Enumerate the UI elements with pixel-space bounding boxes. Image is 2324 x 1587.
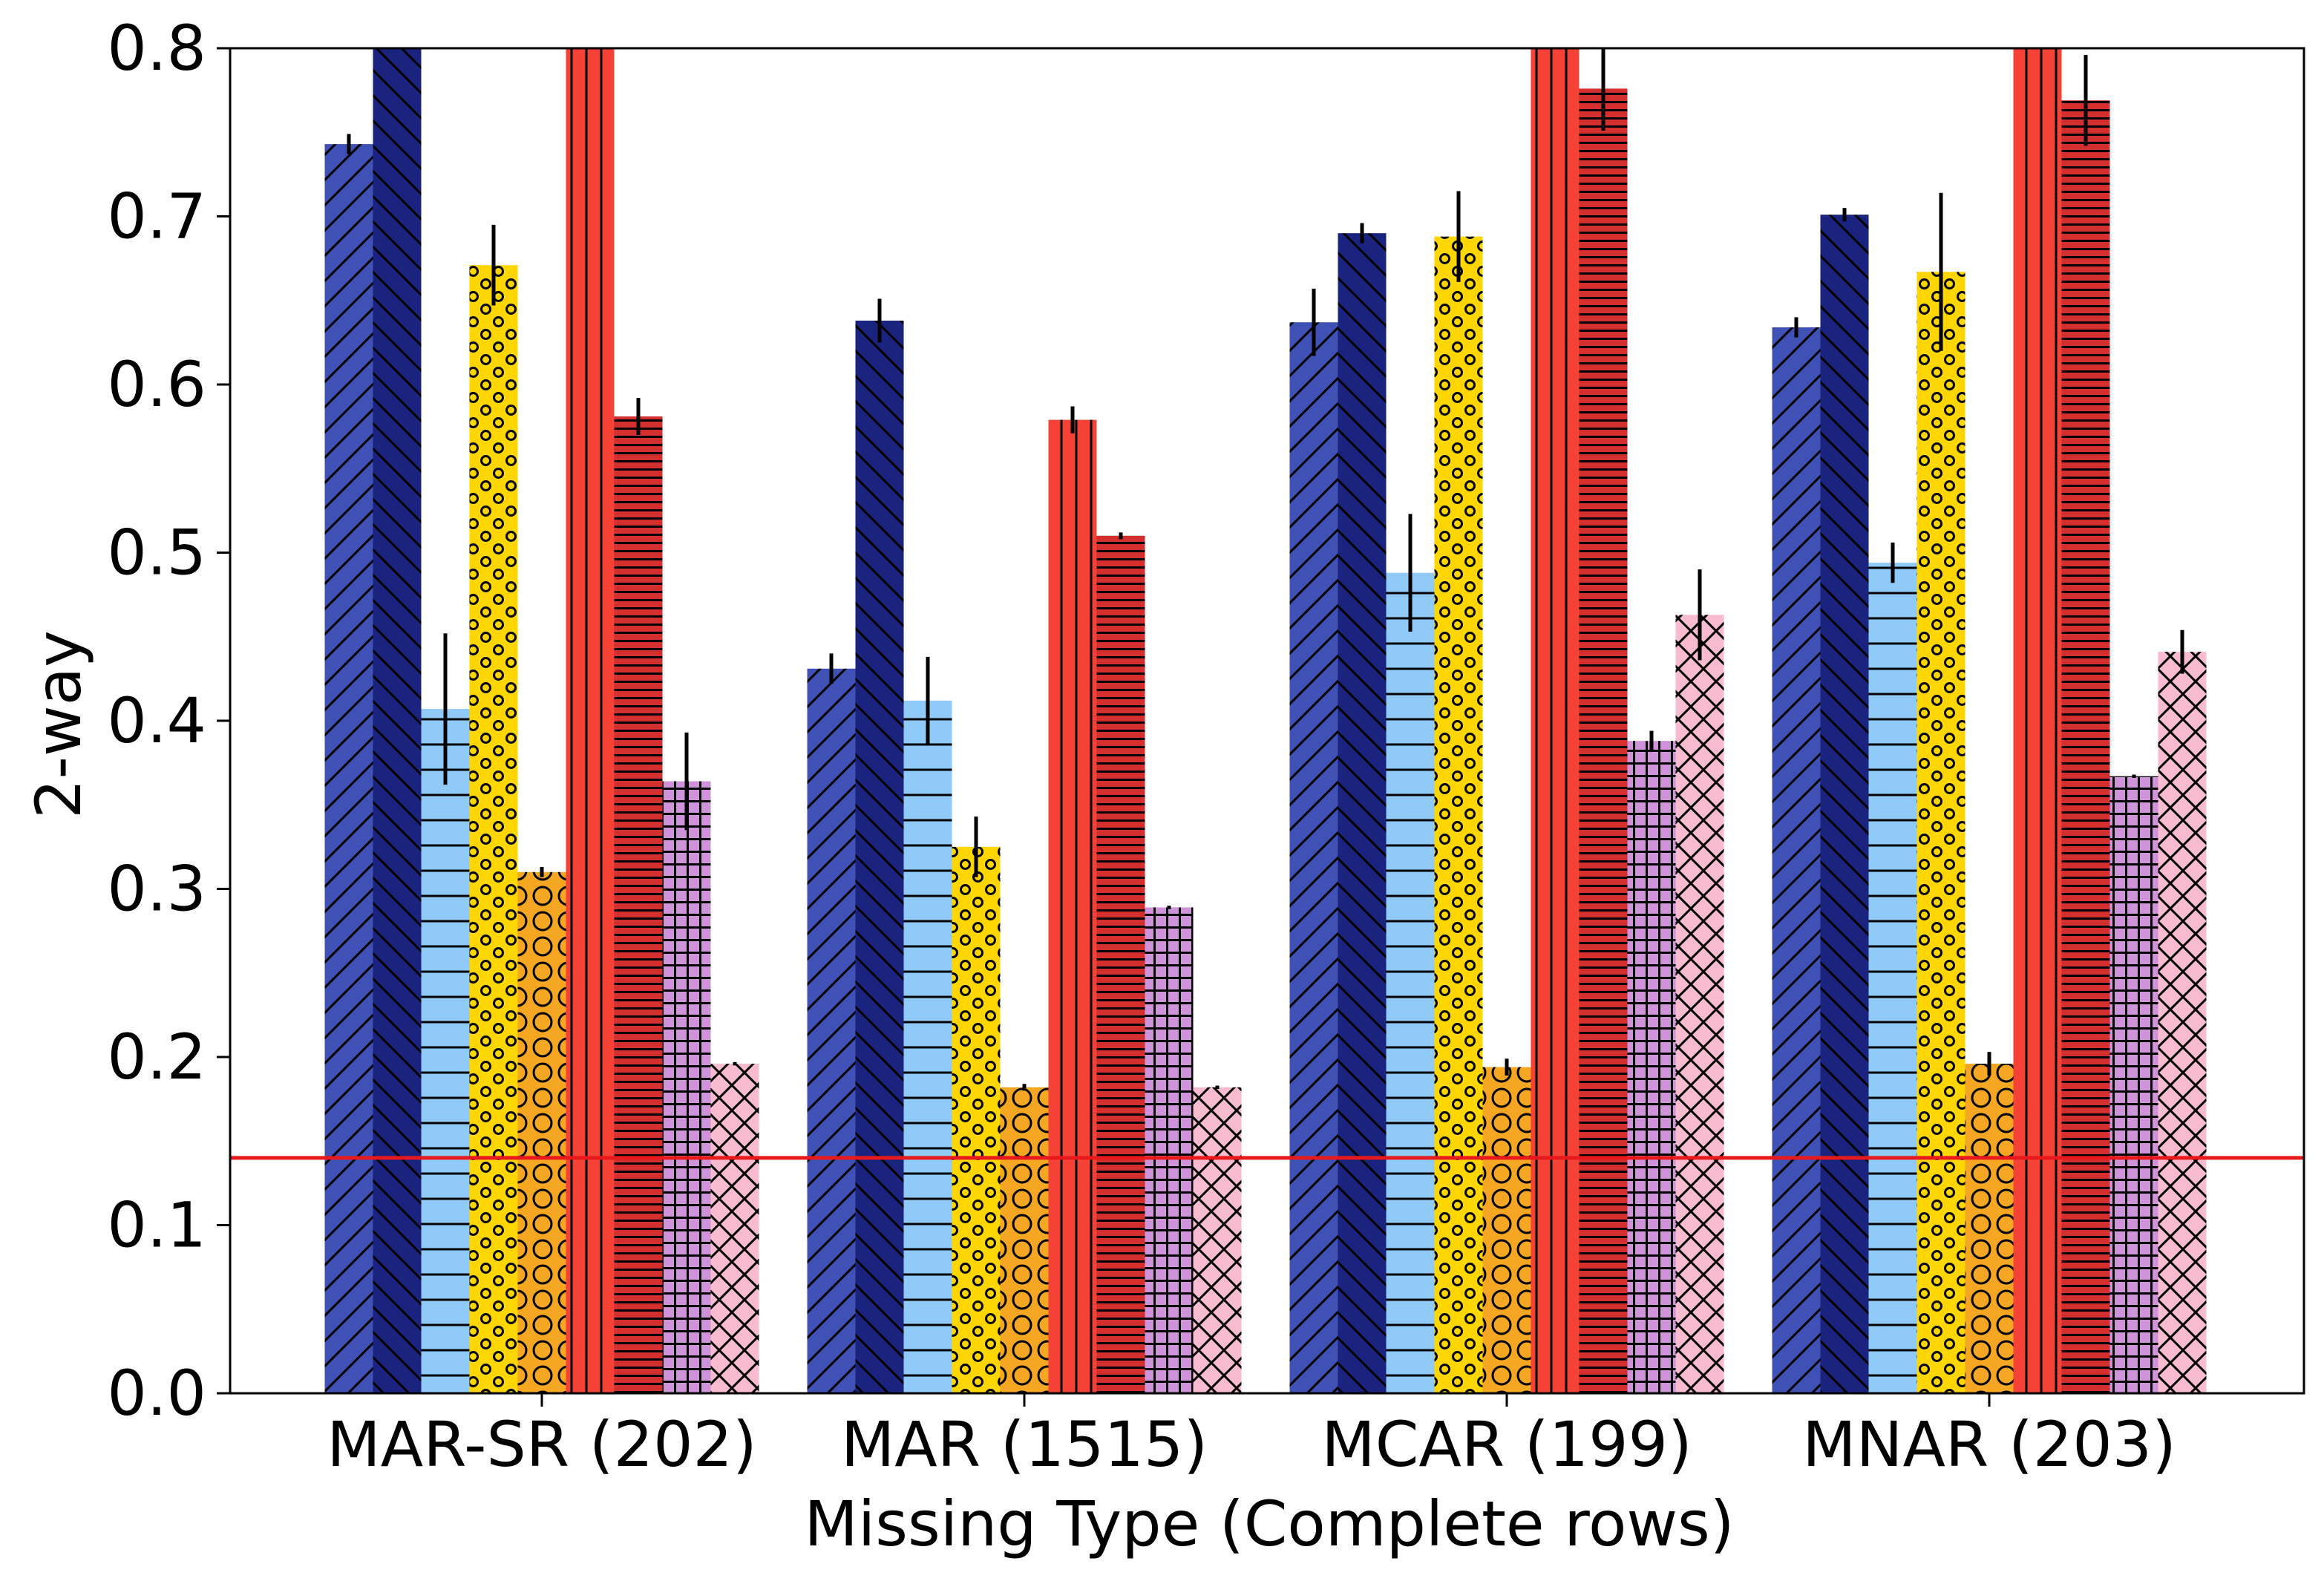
bar — [517, 871, 566, 1393]
bar — [1917, 272, 1965, 1393]
bar — [952, 846, 1001, 1393]
bar — [1145, 907, 1194, 1393]
axes-layer: 0.0 0.1 0.2 0.3 0.4 0.5 0.6 0.7 0.8 MAR-SR (202) M… — [107, 12, 2305, 1481]
y-tick-label: 0.2 — [107, 1021, 206, 1093]
y-tick-label: 0.3 — [107, 853, 206, 926]
y-tick-label: 0.1 — [107, 1189, 206, 1262]
bar — [1675, 615, 1724, 1393]
bar — [469, 265, 518, 1393]
bar — [324, 144, 373, 1393]
y-tick-label: 0.4 — [107, 684, 206, 757]
bar — [1096, 535, 1145, 1393]
y-tick-label: 0.0 — [107, 1357, 206, 1430]
bar — [1338, 233, 1387, 1393]
bar — [566, 48, 615, 1393]
bar — [710, 1064, 759, 1393]
y-tick-label: 0.8 — [107, 12, 206, 85]
x-axis-label: Missing Type (Complete rows) — [804, 1488, 1734, 1560]
bar — [1434, 236, 1483, 1393]
bar — [1820, 215, 1869, 1393]
bar — [1048, 419, 1097, 1393]
bars-layer — [324, 48, 2207, 1393]
bar — [1531, 48, 1580, 1393]
bar — [1000, 1087, 1049, 1393]
bar — [1627, 741, 1676, 1393]
bar — [614, 416, 663, 1393]
bar — [1965, 1064, 2014, 1393]
x-tick-label: MCAR (199) — [1321, 1408, 1692, 1481]
bar — [662, 781, 711, 1393]
y-tick-label: 0.5 — [107, 517, 206, 589]
bar — [855, 320, 904, 1393]
bar — [1579, 88, 1628, 1393]
bar — [2158, 652, 2207, 1393]
x-tick-label: MNAR (203) — [1802, 1408, 2176, 1481]
bar — [1482, 1067, 1531, 1393]
bar — [421, 709, 470, 1393]
x-tick-label: MAR (1515) — [841, 1408, 1208, 1481]
bar — [2061, 100, 2110, 1393]
y-tick-label: 0.7 — [107, 180, 206, 253]
bar — [2109, 776, 2158, 1393]
y-tick-label: 0.6 — [107, 348, 206, 421]
bar — [1289, 322, 1338, 1393]
bar — [1193, 1087, 1242, 1393]
y-axis-label: 2-way — [22, 630, 95, 819]
x-tick-label: MAR-SR (202) — [327, 1408, 756, 1481]
bar — [807, 668, 856, 1393]
bar — [1772, 327, 1821, 1393]
bar — [1386, 572, 1435, 1393]
bar — [903, 700, 952, 1393]
bar — [2013, 48, 2062, 1393]
bar — [373, 48, 422, 1393]
bar — [1868, 563, 1917, 1393]
